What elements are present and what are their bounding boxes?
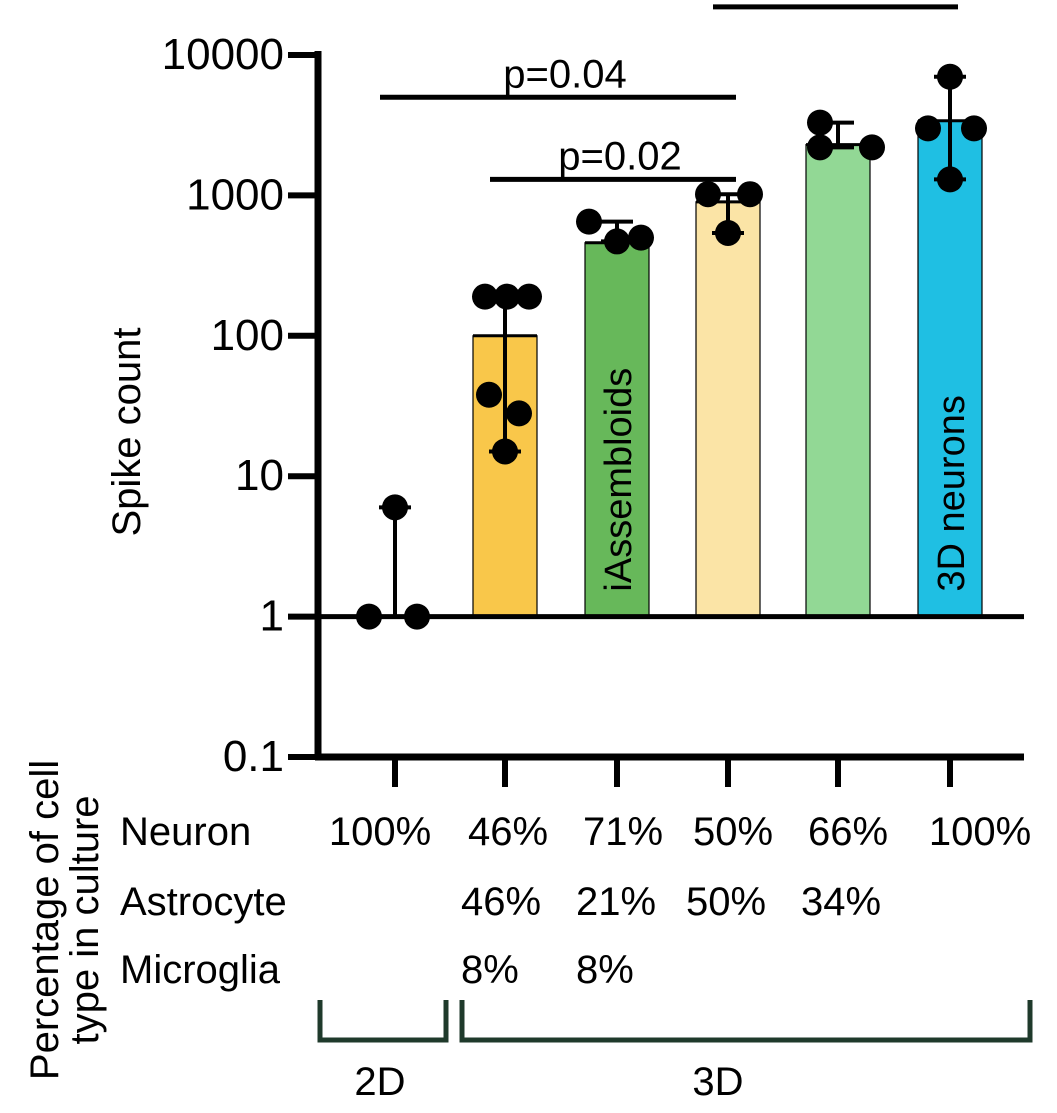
bar-label-5: 3D neurons [931, 395, 973, 591]
data-point-1-0 [472, 283, 498, 310]
data-point-2-2 [628, 224, 654, 251]
bar-label-2: iAssembloids [598, 368, 640, 592]
group-label-1: 3D [692, 1060, 743, 1104]
y-axis-title: Spike count [105, 327, 149, 536]
group-bracket-0 [317, 1000, 449, 1043]
data-point-3-2 [715, 219, 741, 246]
axes-layer [288, 51, 1033, 1043]
composition-cell-1-2: 21% [576, 880, 656, 924]
composition-cell-2-1: 8% [461, 948, 519, 992]
significance-layer [380, 4, 958, 182]
data-point-1-2 [516, 283, 542, 310]
y-tick-label-0: 0.1 [223, 732, 284, 781]
bar-2 [584, 242, 650, 618]
composition-row-label-1: Astrocyte [120, 880, 287, 924]
composition-cell-0-4: 66% [808, 810, 888, 854]
data-point-5-1 [961, 115, 987, 142]
data-point-5-3 [937, 166, 963, 193]
y-tick-label-4: 1000 [186, 170, 284, 219]
bar-5 [917, 120, 983, 618]
data-point-5-0 [937, 63, 963, 90]
group-bracket-1 [459, 1000, 1033, 1043]
composition-cell-0-3: 50% [693, 810, 773, 854]
composition-cell-0-5: 100% [929, 810, 1031, 854]
composition-cell-2-2: 8% [576, 948, 634, 992]
data-point-2-1 [604, 228, 630, 255]
composition-cell-1-4: 34% [801, 880, 881, 924]
composition-cell-0-1: 46% [468, 810, 548, 854]
data-point-4-1 [859, 134, 885, 161]
data-point-0-1 [404, 603, 430, 630]
composition-title-line-1: Percentage of cell [23, 760, 67, 1080]
y-tick-label-2: 10 [235, 451, 284, 500]
group-label-0: 2D [354, 1060, 405, 1104]
data-point-0-0 [356, 603, 382, 630]
y-tick-label-3: 100 [211, 311, 284, 360]
data-point-0-2 [382, 494, 408, 521]
data-point-4-0 [807, 109, 833, 136]
data-point-1-5 [492, 438, 518, 465]
composition-cell-1-3: 50% [686, 880, 766, 924]
composition-cell-0-0: 100% [329, 810, 431, 854]
data-points-layer [356, 63, 987, 630]
bar-3 [695, 201, 761, 618]
bar-4 [805, 144, 871, 618]
composition-cell-0-2: 71% [583, 810, 663, 854]
data-point-3-1 [737, 181, 763, 208]
y-tick-label-5: 10000 [162, 30, 284, 79]
data-point-1-3 [476, 381, 502, 408]
significance-label-0: p=0.04 [503, 52, 626, 96]
composition-row-label-2: Microglia [120, 948, 281, 992]
data-point-5-2 [915, 115, 941, 142]
composition-row-label-0: Neuron [120, 810, 251, 854]
data-point-1-1 [494, 283, 520, 310]
y-tick-label-1: 1 [260, 592, 284, 641]
data-point-2-0 [576, 208, 602, 235]
composition-title-line-2: type in culture [63, 795, 107, 1044]
data-point-3-0 [695, 181, 721, 208]
significance-label-1: p=0.02 [558, 134, 681, 178]
data-point-4-2 [807, 134, 833, 161]
text-layer: iAssembloids 3D neurons 0.1 1 10 100 1000 10000… [23, 30, 1031, 1104]
bars-layer [472, 119, 983, 618]
data-point-1-4 [506, 400, 532, 427]
composition-cell-1-1: 46% [461, 880, 541, 924]
